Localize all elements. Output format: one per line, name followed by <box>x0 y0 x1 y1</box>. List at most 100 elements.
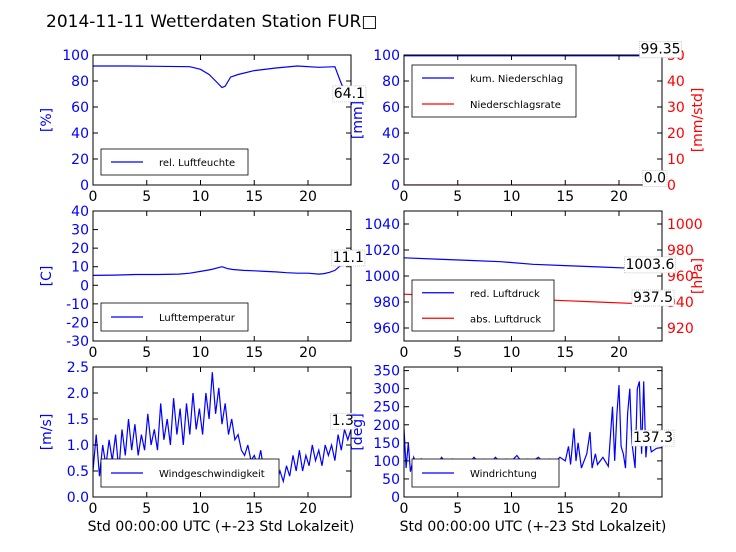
x-tick-label-precip-15: 15 <box>556 189 574 205</box>
data-point-windspeed-0-70 <box>318 450 319 451</box>
x-tick-label-windspeed-10: 10 <box>192 501 210 517</box>
data-point-temperature-0-3 <box>157 274 158 275</box>
panel-windspeed: 0 5 10 15 20 0.0 0.5 1.0 1.5 2.0 2.5 [m/s] Windgesch… <box>39 360 356 517</box>
data-point-windspeed-0-20 <box>157 450 158 451</box>
y-tick-label-temperature--10: -10 <box>66 297 89 313</box>
x-tick-label-winddir-20: 20 <box>610 501 628 517</box>
data-point-humidity-0-14 <box>318 67 319 68</box>
x-tick-label-winddir-15: 15 <box>556 501 574 517</box>
data-point-windspeed-0-24 <box>170 444 171 445</box>
data-point-winddir-0-44 <box>597 464 598 465</box>
y2-tick-label-precip-30: 30 <box>667 100 685 116</box>
x-tick-label-temperature-10: 10 <box>192 345 210 361</box>
legend-box-precip <box>411 64 577 118</box>
axes-frame-temperature <box>92 210 352 342</box>
x-tick-label-winddir-10: 10 <box>503 501 521 517</box>
data-point-windspeed-0-33 <box>199 408 200 409</box>
data-point-windspeed-0-63 <box>296 470 297 471</box>
data-point-winddir-0-3 <box>410 471 411 472</box>
legend-box-pressure <box>411 279 555 332</box>
data-point-winddir-0-59 <box>639 381 640 382</box>
value-annotation-box-precip-0 <box>639 41 682 59</box>
data-point-humidity-0-5 <box>209 74 210 75</box>
data-point-temperature-0-6 <box>200 271 201 272</box>
data-point-temperature-0-15 <box>286 272 287 273</box>
y-axis-label-winddir: [deg] <box>350 413 366 450</box>
legend-label-humidity-0: rel. Luftfeuchte <box>159 158 235 169</box>
data-point-humidity-0-6 <box>215 80 216 81</box>
data-point-winddir-0-39 <box>581 468 582 469</box>
data-point-winddir-0-45 <box>602 457 603 458</box>
data-point-winddir-0-37 <box>575 460 576 461</box>
data-point-windspeed-0-68 <box>312 444 313 445</box>
data-point-windspeed-0-39 <box>218 387 219 388</box>
data-point-winddir-0-46 <box>608 466 609 467</box>
data-point-winddir-0-53 <box>625 468 626 469</box>
x-tick-label-humidity-15: 15 <box>245 189 263 205</box>
y-tick-label-windspeed-1: 1.0 <box>67 438 89 454</box>
y-tick-label-pressure-980: 980 <box>373 295 400 311</box>
y2-tick-label-precip-0: 0 <box>667 178 676 194</box>
data-point-winddir-0-40 <box>586 453 587 454</box>
y-tick-label-winddir-150: 150 <box>373 436 400 452</box>
y-tick-label-winddir-300: 300 <box>373 382 400 398</box>
data-point-windspeed-0-48 <box>247 444 248 445</box>
data-point-winddir-0-64 <box>651 451 652 452</box>
x-tick-label-precip-10: 10 <box>503 189 521 205</box>
y-tick-label-temperature-20: 20 <box>71 241 89 257</box>
x-tick-label-winddir-5: 5 <box>453 501 462 517</box>
data-point-temperature-0-21 <box>334 270 335 271</box>
y-axis-label-humidity: [%] <box>39 108 55 132</box>
data-point-winddir-0-48 <box>614 460 615 461</box>
data-point-windspeed-0-14 <box>138 455 139 456</box>
data-point-windspeed-0-42 <box>228 434 229 435</box>
data-point-winddir-0-4 <box>413 457 414 458</box>
data-point-windspeed-0-75 <box>334 460 335 461</box>
value-annotation-box-windspeed-0 <box>330 412 356 430</box>
x-tick-label-pressure-5: 5 <box>453 345 462 361</box>
data-point-pressure-1-5 <box>565 300 566 301</box>
data-point-humidity-0-2 <box>157 66 158 67</box>
y-tick-label-temperature-40: 40 <box>71 204 89 220</box>
y-axis-label-windspeed: [m/s] <box>39 414 55 451</box>
y-tick-label-humidity-60: 60 <box>71 100 89 116</box>
y-tick-label-temperature-30: 30 <box>71 223 89 239</box>
y-tick-label-temperature--30: -30 <box>66 334 89 350</box>
data-point-temperature-0-11 <box>243 270 244 271</box>
data-point-pressure-0-1 <box>436 259 437 260</box>
data-point-humidity-0-15 <box>334 66 335 67</box>
y-tick-label-pressure-1000: 1000 <box>364 269 400 285</box>
data-point-winddir-0-10 <box>441 457 442 458</box>
y-tick-label-pressure-1020: 1020 <box>364 243 400 259</box>
data-point-windspeed-0-5 <box>109 439 110 440</box>
panel-precip: 0510152002040608010001020304050[mm][mm/s… <box>350 41 706 205</box>
data-point-temperature-0-5 <box>189 273 190 274</box>
value-annotation-box-pressure-0 <box>624 256 676 274</box>
y-tick-label-precip-40: 40 <box>382 126 400 142</box>
data-point-windspeed-0-26 <box>176 434 177 435</box>
series-line-temperature-0 <box>93 264 351 276</box>
data-point-windspeed-0-52 <box>260 450 261 451</box>
data-point-windspeed-0-47 <box>244 455 245 456</box>
data-point-temperature-0-1 <box>114 275 115 276</box>
data-point-windspeed-0-18 <box>151 444 152 445</box>
data-point-temperature-0-18 <box>318 274 319 275</box>
legend-windspeed: Windgeschwindigkeit <box>100 458 280 488</box>
value-annotation-pressure-0: 1003.6 <box>625 257 674 273</box>
legend-label-temperature-0: Lufttemperatur <box>159 313 236 324</box>
data-point-windspeed-0-9 <box>121 429 122 430</box>
data-point-winddir-0-20 <box>495 457 496 458</box>
data-point-winddir-0-42 <box>592 468 593 469</box>
legend-pressure: red. Luftdruck abs. Luftdruck <box>411 279 555 332</box>
data-point-winddir-0-16 <box>473 457 474 458</box>
data-point-windspeed-0-73 <box>328 455 329 456</box>
data-point-winddir-0-24 <box>516 455 517 456</box>
data-point-pressure-0-2 <box>468 260 469 261</box>
panel-temperature: 0 5 10 15 20 -30 -20 -10 0 10 20 30 40 [C] Lufttempera… <box>39 204 366 361</box>
data-point-windspeed-0-69 <box>315 460 316 461</box>
legend-temperature: Lufttemperatur <box>100 302 249 332</box>
x-axis-label-right: Std 00:00:00 UTC (+-23 Std Lokalzeit) <box>400 519 667 535</box>
x-tick-label-windspeed-5: 5 <box>142 501 151 517</box>
data-point-humidity-0-3 <box>189 66 190 67</box>
data-point-windspeed-0-38 <box>215 413 216 414</box>
